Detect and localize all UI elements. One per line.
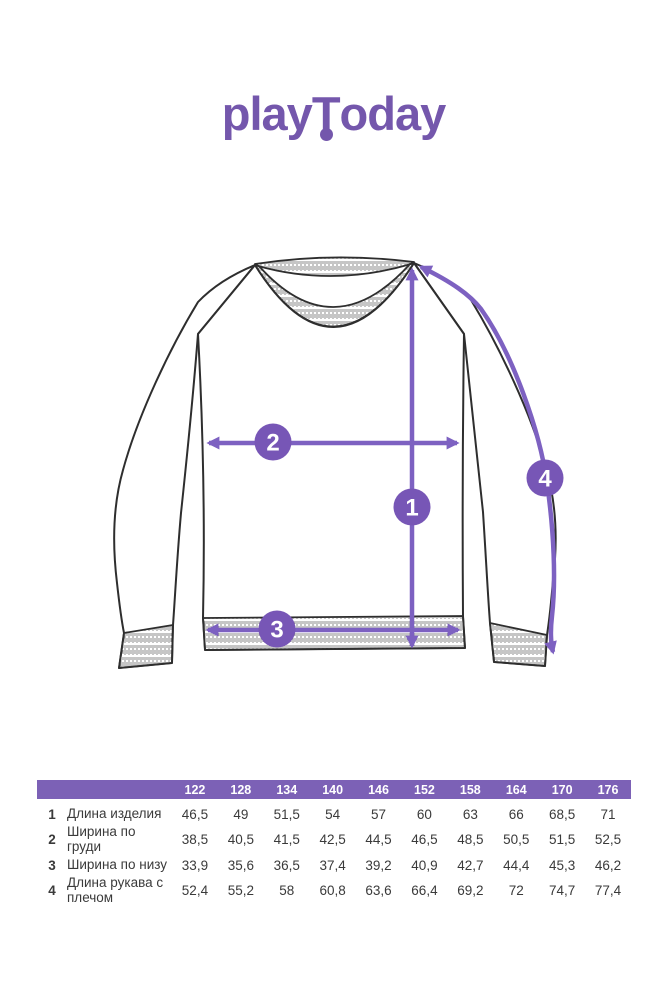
cell-value: 52,5 — [594, 832, 622, 848]
size-column-header: 164 — [505, 782, 527, 797]
cell-value: 40,5 — [227, 832, 254, 848]
cell-value: 57 — [371, 807, 387, 822]
table-row-bottom-width: 3 Ширина по низу 33,9 35,6 36,5 37,4 39,… — [37, 855, 631, 876]
cell-value: 72 — [508, 883, 524, 899]
collar-front-rib — [254, 262, 415, 328]
logo-text-oday: oday — [339, 87, 447, 140]
table-row-sleeve-length: 4 Длина рукава с плечом 52,4 55,2 58 60,… — [37, 874, 631, 906]
cell-value: 45,3 — [549, 857, 576, 873]
cell-value: 48,5 — [457, 832, 484, 848]
hem-rib-band — [202, 615, 466, 651]
logo-text-play: play — [221, 87, 313, 140]
cell-value: 37,4 — [319, 857, 346, 873]
cell-value: 36,5 — [273, 857, 300, 873]
svg-text:3: 3 — [270, 617, 283, 644]
cell-value: 39,2 — [365, 857, 392, 873]
cell-value: 49 — [233, 807, 249, 822]
row-number: 2 — [48, 832, 56, 848]
size-column-header: 146 — [368, 782, 389, 797]
cell-value: 63 — [462, 807, 478, 822]
cell-value: 41,5 — [273, 832, 300, 848]
cell-value: 71 — [600, 807, 616, 822]
row-number: 4 — [48, 883, 56, 899]
row-number: 1 — [48, 807, 56, 822]
cell-value: 68,5 — [549, 807, 576, 822]
sweater-left-sleeve — [113, 264, 256, 669]
cell-value: 63,6 — [365, 883, 392, 899]
measurement-markers: 1 2 3 4 — [254, 423, 564, 648]
left-cuff-rib — [118, 624, 174, 669]
cell-value: 50,5 — [503, 832, 530, 848]
size-column-header: 170 — [551, 782, 573, 797]
size-column-header: 158 — [459, 782, 481, 797]
cell-value: 42,5 — [319, 832, 346, 848]
brand-logo: playT oday — [0, 87, 667, 141]
size-table: 122 128 134 140 146 152 158 164 170 176 … — [37, 780, 631, 905]
collar-back-rib — [254, 256, 415, 277]
row-label: Ширина по низу — [67, 856, 168, 872]
cell-value: 60 — [416, 807, 432, 822]
cell-value: 35,6 — [227, 857, 254, 873]
svg-text:2: 2 — [266, 430, 279, 457]
cell-value: 33,9 — [181, 857, 209, 873]
size-column-header: 140 — [322, 782, 344, 797]
size-column-header: 134 — [276, 782, 298, 797]
cell-value: 46,2 — [594, 857, 622, 873]
measure-marker-4: 4 — [526, 459, 564, 497]
cell-value: 51,5 — [273, 807, 300, 822]
cell-value: 69,2 — [457, 883, 484, 899]
cell-value: 77,4 — [594, 883, 622, 899]
table-row-chest-width: 2 Ширина по груди 38,5 40,5 41,5 42,5 44… — [37, 824, 631, 855]
row-label: Ширина по груди — [67, 824, 136, 854]
cell-value: 38,5 — [181, 832, 209, 848]
cell-value: 55,2 — [227, 883, 254, 899]
size-column-header: 122 — [184, 782, 206, 797]
cell-value: 51,5 — [549, 832, 576, 848]
svg-text:4: 4 — [538, 466, 552, 493]
size-table-header-row: 122 128 134 140 146 152 158 164 170 176 — [37, 780, 631, 799]
size-column-header: 176 — [597, 782, 619, 797]
cell-value: 52,4 — [181, 883, 209, 899]
cell-value: 66,4 — [411, 883, 438, 899]
cell-value: 40,9 — [411, 857, 438, 873]
table-row-length: 1 Длина изделия 46,5 49 51,5 54 57 60 63… — [37, 804, 631, 825]
size-column-header: 128 — [230, 782, 252, 797]
size-table-body: 1 Длина изделия 46,5 49 51,5 54 57 60 63… — [37, 804, 631, 905]
row-label: Длина рукава с плечом — [67, 874, 164, 905]
cell-value: 60,8 — [319, 883, 346, 899]
row-label: Длина изделия — [67, 806, 162, 822]
measure-marker-1: 1 — [393, 488, 431, 526]
cell-value: 54 — [325, 807, 341, 822]
measure-marker-2: 2 — [254, 423, 292, 461]
cell-value: 74,7 — [549, 883, 576, 899]
cell-value: 58 — [279, 883, 295, 899]
cell-value: 44,4 — [503, 857, 530, 873]
svg-text:1: 1 — [405, 495, 418, 522]
cell-value: 66 — [508, 807, 524, 822]
cell-value: 44,5 — [365, 832, 392, 848]
logo-letter-t: T — [312, 90, 341, 141]
cell-value: 42,7 — [457, 857, 484, 873]
cell-value: 46,5 — [411, 832, 438, 848]
cell-value: 46,5 — [181, 807, 209, 822]
logo-dot-icon — [319, 128, 333, 141]
row-number: 3 — [48, 857, 56, 873]
size-column-header: 152 — [414, 782, 435, 797]
measure-marker-3: 3 — [258, 610, 296, 648]
